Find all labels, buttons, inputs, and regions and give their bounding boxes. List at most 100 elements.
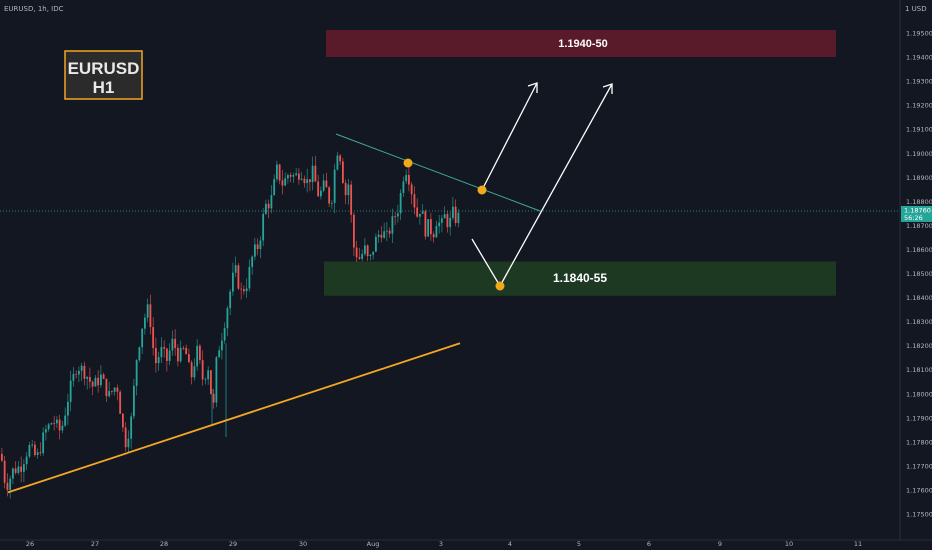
- candle-body: [108, 391, 111, 397]
- candle-body: [229, 291, 232, 309]
- candle-body: [377, 234, 380, 237]
- candle-body: [446, 214, 449, 228]
- candle-body: [218, 350, 221, 358]
- price-axis[interactable]: 1.19500 1.19400 1.19300 1.19200 1.19100 1.190…: [906, 30, 932, 519]
- candle-body: [245, 288, 248, 292]
- candle-body: [149, 304, 152, 328]
- candle-body: [289, 175, 292, 177]
- candle-body: [3, 460, 6, 483]
- candle-body: [119, 391, 122, 414]
- candle-body: [402, 181, 405, 193]
- title-box-symbol: EURUSD: [68, 59, 140, 78]
- candle-body: [438, 222, 441, 227]
- candle-body: [53, 423, 56, 424]
- candle-body: [163, 347, 166, 349]
- candle-body: [199, 345, 201, 361]
- current-price-tag[interactable]: 1.18760 56:26: [901, 205, 932, 222]
- candle-body: [113, 387, 116, 392]
- candle-body: [320, 190, 322, 197]
- candle-body: [333, 169, 336, 203]
- candle-body: [265, 203, 267, 214]
- candle-body: [435, 226, 438, 238]
- time-tick-label: 6: [647, 540, 651, 548]
- time-tick-label: 9: [718, 540, 722, 548]
- candle-body: [36, 452, 39, 455]
- candle-body: [28, 444, 31, 457]
- candle-body: [380, 234, 383, 238]
- candle-body: [454, 206, 457, 224]
- candle-body: [135, 360, 138, 386]
- price-tick-label: 1.18500: [906, 270, 932, 278]
- candle-body: [322, 180, 325, 191]
- candle-body: [127, 438, 130, 448]
- candle-body: [452, 206, 454, 218]
- price-tick-label: 1.18000: [906, 390, 932, 398]
- candle-body: [443, 214, 446, 219]
- candle-body: [124, 427, 127, 448]
- candle-body: [430, 219, 432, 235]
- title-box-timeframe: H1: [93, 78, 115, 97]
- candle-body: [366, 245, 369, 257]
- resistance-zone[interactable]: [326, 30, 836, 58]
- candle-body: [64, 415, 67, 426]
- candle-body: [427, 219, 430, 237]
- candle-body: [56, 419, 58, 424]
- marker-peak: [403, 158, 413, 168]
- candle-body: [152, 327, 155, 349]
- candle-body: [292, 175, 295, 177]
- current-price-countdown: 56:26: [904, 214, 923, 222]
- candle-body: [42, 432, 45, 454]
- price-tick-label: 1.18600: [906, 246, 932, 254]
- support-zone[interactable]: [324, 261, 836, 296]
- candle-body: [23, 464, 25, 472]
- candle-body: [100, 374, 102, 386]
- candle-body: [102, 374, 105, 379]
- price-tick-label: 1.17700: [906, 462, 932, 470]
- time-tick-label: 28: [160, 540, 168, 548]
- candle-body: [353, 214, 355, 248]
- candle-body: [210, 370, 212, 394]
- price-tick-label: 1.18900: [906, 174, 932, 182]
- price-tick-label: 1.17500: [906, 511, 932, 519]
- price-tick-label: 1.17600: [906, 486, 932, 494]
- candle-body: [328, 187, 331, 204]
- support-trendline[interactable]: [7, 342, 461, 494]
- candle-body: [358, 257, 361, 259]
- candle-body: [67, 401, 69, 416]
- candle-body: [9, 478, 12, 491]
- candle-body: [421, 211, 424, 214]
- candle-body: [432, 234, 435, 238]
- support-zone-label: 1.1840-55: [553, 271, 607, 285]
- time-tick-label: Aug: [367, 540, 380, 548]
- candle-body: [419, 213, 421, 217]
- candle-body: [157, 357, 160, 364]
- current-price-value: 1.18760: [904, 206, 931, 214]
- time-axis[interactable]: 26 27 28 29 30 Aug 3 4 5 6 9 10 11: [26, 540, 862, 548]
- candle-body: [375, 236, 377, 252]
- candle-body: [262, 213, 265, 241]
- candle-body: [133, 385, 135, 417]
- arrow-up-2-head: [602, 83, 613, 94]
- candle-body: [190, 362, 193, 378]
- candle-body: [295, 173, 298, 176]
- price-tick-label: 1.17800: [906, 438, 932, 446]
- candle-body: [278, 164, 281, 181]
- candle-body: [141, 328, 144, 348]
- time-tick-label: 29: [229, 540, 237, 548]
- candle-body: [311, 165, 314, 183]
- resistance-trendline[interactable]: [335, 133, 541, 212]
- candle-body: [138, 347, 141, 361]
- candle-body: [394, 216, 397, 217]
- candle-body: [45, 429, 47, 433]
- price-tick-label: 1.19500: [906, 30, 932, 38]
- title-box-frame: [64, 50, 143, 100]
- candle-body: [91, 381, 94, 387]
- candle-body: [248, 266, 251, 289]
- candle-body: [50, 423, 53, 425]
- candle-body: [166, 348, 168, 361]
- candle-body: [69, 380, 72, 402]
- price-tick-label: 1.19400: [906, 54, 932, 62]
- candle-body: [25, 456, 28, 465]
- candle-body: [441, 218, 443, 223]
